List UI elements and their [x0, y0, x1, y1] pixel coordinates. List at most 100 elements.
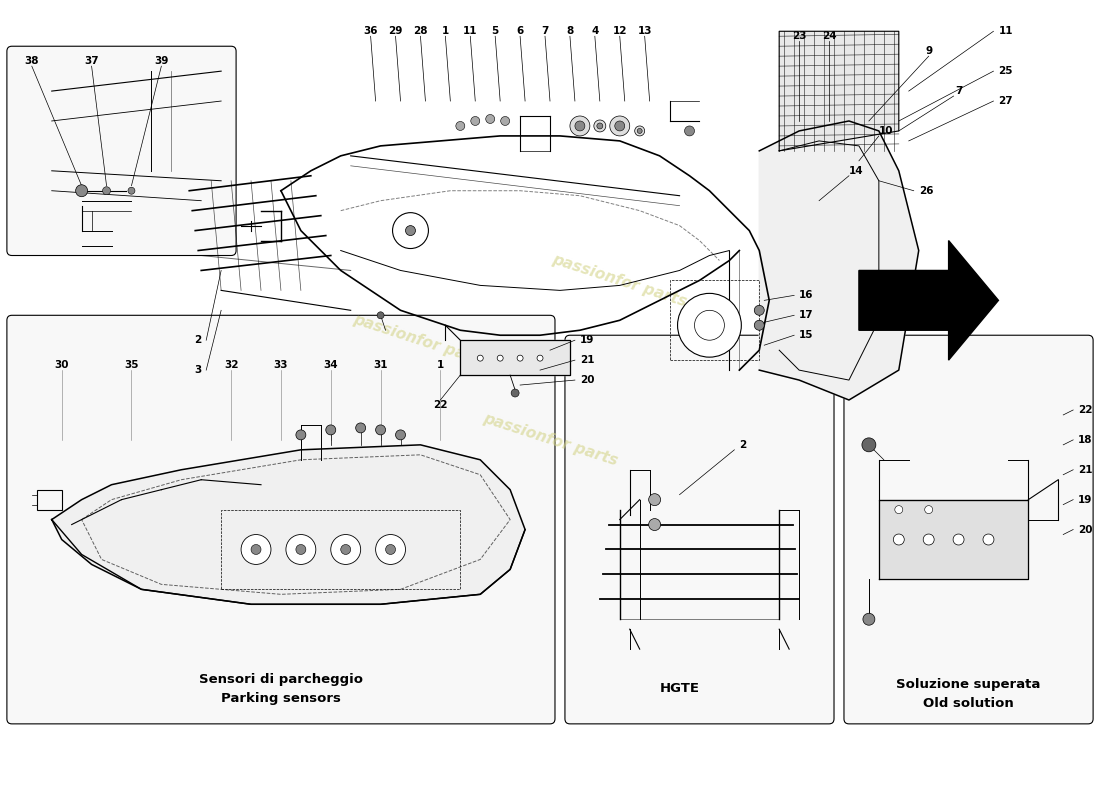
Circle shape — [953, 534, 964, 545]
Circle shape — [331, 534, 361, 565]
Text: 31: 31 — [373, 360, 388, 370]
Circle shape — [406, 226, 416, 235]
Circle shape — [649, 518, 661, 530]
Circle shape — [678, 294, 741, 357]
Circle shape — [512, 389, 519, 397]
Polygon shape — [859, 241, 999, 360]
Text: Soluzione superata: Soluzione superata — [896, 678, 1041, 690]
Circle shape — [296, 545, 306, 554]
Circle shape — [894, 506, 903, 514]
Circle shape — [251, 545, 261, 554]
Text: 9: 9 — [925, 46, 932, 56]
Circle shape — [296, 430, 306, 440]
Circle shape — [537, 355, 543, 361]
Circle shape — [286, 534, 316, 565]
Circle shape — [477, 355, 483, 361]
FancyBboxPatch shape — [7, 315, 556, 724]
Circle shape — [377, 312, 384, 318]
Text: Old solution: Old solution — [923, 698, 1014, 710]
Text: 2: 2 — [739, 440, 747, 450]
Text: 14: 14 — [849, 166, 864, 176]
Text: 7: 7 — [541, 26, 549, 36]
FancyBboxPatch shape — [565, 335, 834, 724]
Text: 12: 12 — [613, 26, 627, 36]
Text: 34: 34 — [323, 360, 338, 370]
Circle shape — [241, 534, 271, 565]
Text: 6: 6 — [517, 26, 524, 36]
Text: 32: 32 — [224, 360, 239, 370]
Text: 2: 2 — [194, 335, 201, 346]
Text: 39: 39 — [154, 56, 168, 66]
Text: 38: 38 — [24, 56, 40, 66]
Text: HGTE: HGTE — [660, 682, 700, 695]
Text: 22: 22 — [1078, 405, 1092, 415]
Circle shape — [375, 534, 406, 565]
Text: passionfor parts: passionfor parts — [481, 411, 619, 469]
Circle shape — [755, 306, 764, 315]
Text: Sensori di parcheggio: Sensori di parcheggio — [199, 673, 363, 686]
Circle shape — [983, 534, 994, 545]
Text: 8: 8 — [566, 26, 573, 36]
Circle shape — [393, 213, 428, 249]
Circle shape — [635, 126, 645, 136]
Polygon shape — [460, 340, 570, 375]
Circle shape — [375, 425, 386, 435]
Circle shape — [755, 320, 764, 330]
Text: 21: 21 — [580, 355, 594, 365]
Text: 35: 35 — [124, 360, 139, 370]
Circle shape — [649, 494, 661, 506]
Text: 4: 4 — [591, 26, 598, 36]
Text: passionfor parts: passionfor parts — [550, 251, 689, 310]
Text: 1: 1 — [437, 360, 444, 370]
Circle shape — [925, 506, 933, 514]
Text: 18: 18 — [1078, 435, 1092, 445]
Circle shape — [497, 355, 503, 361]
Text: 16: 16 — [799, 290, 814, 300]
Text: 13: 13 — [637, 26, 652, 36]
Text: 10: 10 — [879, 126, 893, 136]
Text: Parking sensors: Parking sensors — [221, 693, 341, 706]
Circle shape — [500, 117, 509, 126]
FancyBboxPatch shape — [844, 335, 1093, 724]
Circle shape — [341, 545, 351, 554]
Bar — [221, 510, 460, 590]
Text: 7: 7 — [955, 86, 962, 96]
Circle shape — [517, 355, 524, 361]
Circle shape — [102, 186, 110, 194]
Circle shape — [609, 116, 629, 136]
Text: 33: 33 — [274, 360, 288, 370]
Circle shape — [597, 123, 603, 129]
Circle shape — [355, 423, 365, 433]
Text: 29: 29 — [388, 26, 403, 36]
Circle shape — [386, 545, 396, 554]
Circle shape — [594, 120, 606, 132]
Text: 25: 25 — [999, 66, 1013, 76]
Text: 30: 30 — [55, 360, 69, 370]
Circle shape — [396, 430, 406, 440]
Circle shape — [471, 117, 480, 126]
Circle shape — [923, 534, 934, 545]
Text: 37: 37 — [85, 56, 99, 66]
Text: 23: 23 — [792, 31, 806, 42]
Text: 26: 26 — [918, 186, 933, 196]
Circle shape — [615, 121, 625, 131]
Circle shape — [575, 121, 585, 131]
Circle shape — [570, 116, 590, 136]
Text: 11: 11 — [463, 26, 477, 36]
Circle shape — [455, 122, 465, 130]
Circle shape — [684, 126, 694, 136]
Polygon shape — [779, 31, 899, 151]
Text: 19: 19 — [1078, 494, 1092, 505]
Text: 24: 24 — [822, 31, 836, 42]
Circle shape — [128, 187, 135, 194]
Text: 17: 17 — [799, 310, 814, 320]
Circle shape — [893, 534, 904, 545]
Text: 5: 5 — [492, 26, 498, 36]
Circle shape — [486, 114, 495, 123]
Text: 15: 15 — [799, 330, 814, 340]
Text: 21: 21 — [1078, 465, 1092, 474]
Circle shape — [862, 614, 874, 626]
Text: 22: 22 — [433, 400, 448, 410]
Polygon shape — [52, 445, 525, 604]
Text: 20: 20 — [580, 375, 594, 385]
